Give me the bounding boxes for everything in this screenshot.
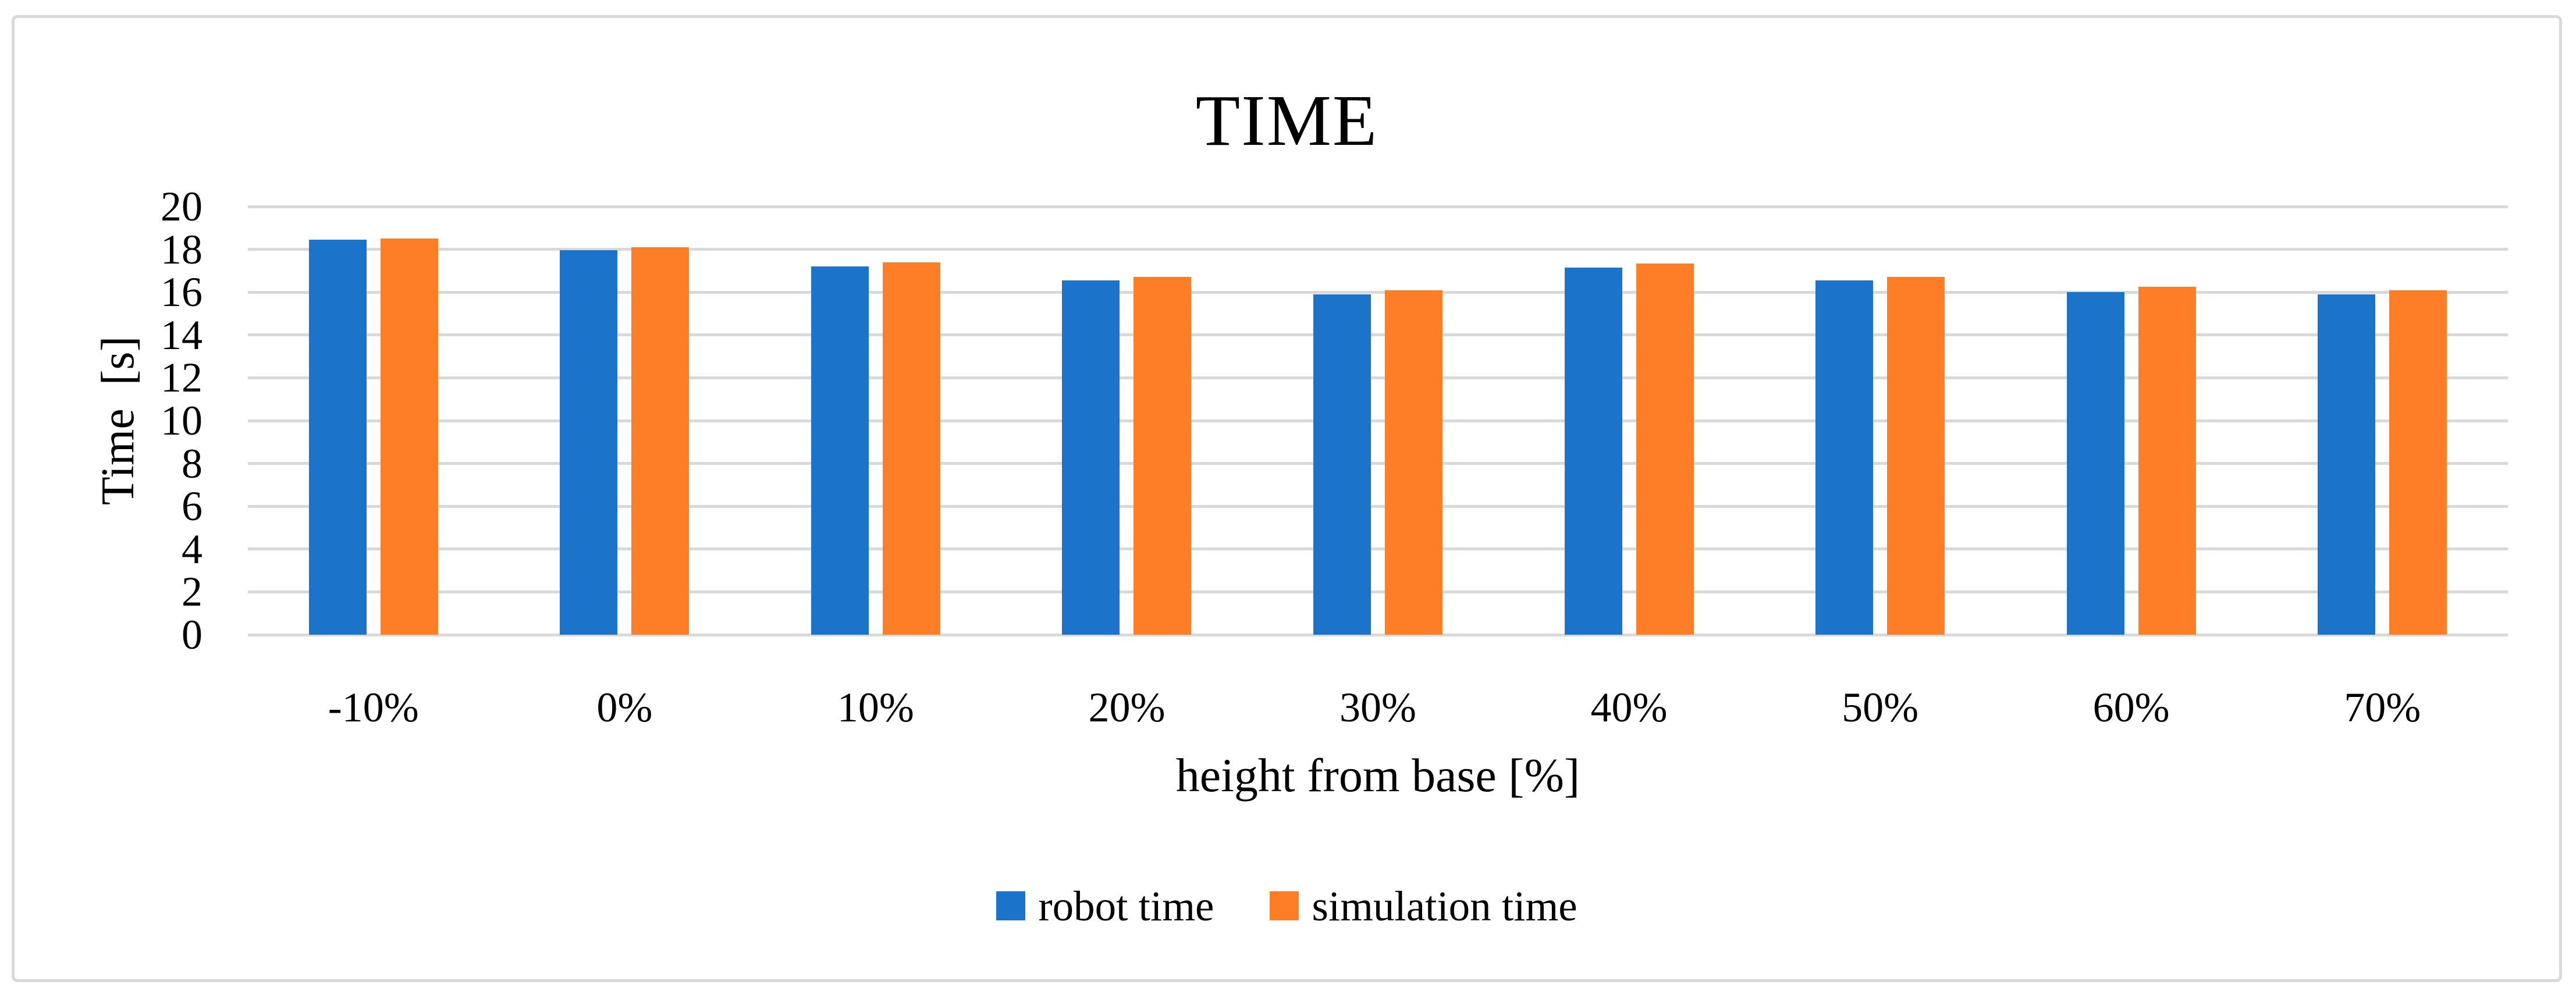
y-tick-label-0: 0 (182, 611, 202, 658)
x-tick-label-60%: 60% (2092, 684, 2170, 731)
y-tick-label-12: 12 (161, 354, 202, 401)
y-tick-label-16: 16 (161, 269, 202, 316)
bar-group-40% (1504, 207, 1755, 635)
bar-simulation-time-0% (631, 247, 690, 635)
gridline-y-2 (248, 590, 2508, 593)
y-tick-label-2: 2 (182, 568, 202, 616)
y-tick-label-18: 18 (161, 226, 202, 273)
x-tick-label-10%: 10% (837, 684, 914, 731)
bar-robot-time-30% (1313, 294, 1371, 635)
x-tick-label--10%: -10% (328, 684, 419, 731)
bar-group-30% (1252, 207, 1504, 635)
bar-robot-time-20% (1062, 280, 1120, 635)
gridline-y-16 (248, 290, 2508, 294)
legend-label-robot-time: robot time (1038, 882, 1214, 930)
gridline-y-10 (248, 419, 2508, 422)
bar-simulation-time-70% (2389, 290, 2447, 635)
y-axis-tick-labels: 0 2 4 6 8 10 12 14 16 18 20 (0, 186, 202, 656)
legend: robot time simulation time (12, 877, 2562, 935)
bar-robot-time-50% (1815, 280, 1874, 635)
x-tick-label-50%: 50% (1842, 684, 1919, 731)
x-tick-label-70%: 70% (2344, 684, 2421, 731)
gridline-y-0 (248, 633, 2508, 636)
bar-group-60% (2006, 207, 2257, 635)
y-tick-label-20: 20 (161, 183, 202, 230)
gridline-y-14 (248, 333, 2508, 337)
y-tick-label-14: 14 (161, 311, 202, 358)
bar-group-50% (1754, 207, 2006, 635)
gridline-y-4 (248, 547, 2508, 551)
legend-swatch-robot-time (996, 891, 1026, 920)
y-tick-label-8: 8 (182, 440, 202, 487)
bar-simulation-time-40% (1636, 263, 1694, 635)
legend-item-simulation-time: simulation time (1270, 885, 1577, 927)
bar-robot-time-70% (2318, 294, 2376, 635)
bar-group-20% (1001, 207, 1253, 635)
bar-simulation-time--10% (380, 239, 438, 635)
plot-area (248, 205, 2508, 636)
x-tick-label-40%: 40% (1590, 684, 1668, 731)
gridline-y-8 (248, 462, 2508, 465)
legend-swatch-simulation-time (1270, 891, 1299, 920)
x-tick-label-0%: 0% (596, 684, 653, 731)
y-tick-label-6: 6 (182, 483, 202, 530)
legend-item-robot-time: robot time (996, 885, 1214, 927)
legend-label-simulation-time: simulation time (1312, 882, 1577, 930)
bar-robot-time--10% (308, 240, 367, 635)
bar-robot-time-40% (1564, 267, 1622, 635)
gridline-y-20 (248, 205, 2508, 208)
gridline-y-12 (248, 376, 2508, 379)
x-axis-tick-labels: -10% 0% 10% 20% 30% 40% 50% 60% 70% (248, 686, 2508, 739)
bar-robot-time-60% (2066, 292, 2124, 635)
bar-simulation-time-10% (882, 262, 940, 635)
bar-simulation-time-50% (1887, 277, 1945, 635)
bar-simulation-time-30% (1384, 290, 1442, 635)
y-tick-label-10: 10 (161, 397, 202, 444)
y-tick-label-4: 4 (182, 525, 202, 572)
bar-robot-time-0% (560, 250, 618, 635)
x-tick-label-20%: 20% (1088, 684, 1166, 731)
bar-simulation-time-60% (2138, 287, 2196, 635)
gridline-y-6 (248, 504, 2508, 508)
bar-group-0% (499, 207, 751, 635)
bar-robot-time-10% (811, 266, 869, 635)
x-tick-label-30%: 30% (1339, 684, 1416, 731)
gridline-y-18 (248, 248, 2508, 251)
bar-group--10% (248, 207, 499, 635)
bar-group-10% (750, 207, 1001, 635)
bar-group-70% (2257, 207, 2508, 635)
bar-simulation-time-20% (1134, 277, 1192, 635)
chart-title: TIME (1195, 81, 1378, 161)
x-axis-title: height from base [%] (1175, 749, 1580, 802)
